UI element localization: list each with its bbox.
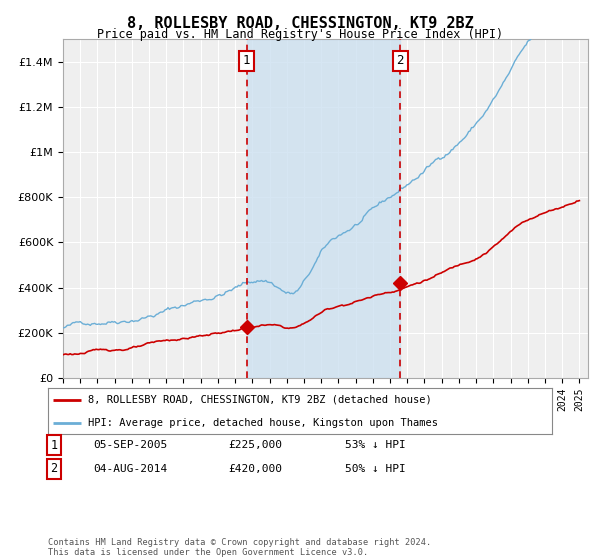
8, ROLLESBY ROAD, CHESSINGTON, KT9 2BZ (detached house) bbox=[285, 325, 292, 332]
8, ROLLESBY ROAD, CHESSINGTON, KT9 2BZ (detached house) bbox=[576, 197, 583, 204]
8, ROLLESBY ROAD, CHESSINGTON, KT9 2BZ (detached house) bbox=[547, 207, 554, 214]
Text: 05-SEP-2005: 05-SEP-2005 bbox=[93, 440, 167, 450]
8, ROLLESBY ROAD, CHESSINGTON, KT9 2BZ (detached house) bbox=[239, 325, 247, 332]
Text: 1: 1 bbox=[243, 54, 250, 67]
HPI: Average price, detached house, Kingston upon Thames: (2e+03, 3.98e+05): Average price, detached house, Kingston … bbox=[230, 284, 238, 291]
HPI: Average price, detached house, Kingston upon Thames: (2e+03, 2.47e+05): Average price, detached house, Kingston … bbox=[122, 319, 130, 325]
Text: 50% ↓ HPI: 50% ↓ HPI bbox=[345, 464, 406, 474]
Text: 8, ROLLESBY ROAD, CHESSINGTON, KT9 2BZ: 8, ROLLESBY ROAD, CHESSINGTON, KT9 2BZ bbox=[127, 16, 473, 31]
8, ROLLESBY ROAD, CHESSINGTON, KT9 2BZ (detached house) bbox=[59, 351, 67, 358]
HPI: Average price, detached house, Kingston upon Thames: (2.01e+03, 3.79e+05): Average price, detached house, Kingston … bbox=[285, 289, 292, 296]
HPI: Average price, detached house, Kingston upon Thames: (2e+03, 3.64e+05): Average price, detached house, Kingston … bbox=[214, 292, 221, 299]
Text: 8, ROLLESBY ROAD, CHESSINGTON, KT9 2BZ (detached house): 8, ROLLESBY ROAD, CHESSINGTON, KT9 2BZ (… bbox=[88, 395, 432, 404]
Text: 1: 1 bbox=[50, 438, 58, 452]
8, ROLLESBY ROAD, CHESSINGTON, KT9 2BZ (detached house) bbox=[122, 346, 130, 353]
Text: 53% ↓ HPI: 53% ↓ HPI bbox=[345, 440, 406, 450]
Text: £225,000: £225,000 bbox=[228, 440, 282, 450]
Text: 2: 2 bbox=[50, 462, 58, 475]
HPI: Average price, detached house, Kingston upon Thames: (2.01e+03, 4.23e+05): Average price, detached house, Kingston … bbox=[239, 279, 247, 286]
Text: Contains HM Land Registry data © Crown copyright and database right 2024.
This d: Contains HM Land Registry data © Crown c… bbox=[48, 538, 431, 557]
8, ROLLESBY ROAD, CHESSINGTON, KT9 2BZ (detached house) bbox=[214, 330, 221, 337]
Bar bbox=[247, 39, 400, 378]
8, ROLLESBY ROAD, CHESSINGTON, KT9 2BZ (detached house) bbox=[230, 328, 238, 334]
HPI: Average price, detached house, Kingston upon Thames: (2e+03, 2.22e+05): Average price, detached house, Kingston … bbox=[59, 324, 67, 331]
HPI: Average price, detached house, Kingston upon Thames: (2.02e+03, 1.59e+06): Average price, detached house, Kingston … bbox=[547, 16, 554, 22]
Text: £420,000: £420,000 bbox=[228, 464, 282, 474]
Line: HPI: Average price, detached house, Kingston upon Thames: HPI: Average price, detached house, King… bbox=[63, 0, 580, 328]
Text: Price paid vs. HM Land Registry's House Price Index (HPI): Price paid vs. HM Land Registry's House … bbox=[97, 28, 503, 41]
Text: 2: 2 bbox=[396, 54, 404, 67]
Line: 8, ROLLESBY ROAD, CHESSINGTON, KT9 2BZ (detached house): 8, ROLLESBY ROAD, CHESSINGTON, KT9 2BZ (… bbox=[63, 200, 580, 354]
Text: HPI: Average price, detached house, Kingston upon Thames: HPI: Average price, detached house, King… bbox=[88, 418, 439, 427]
Text: 04-AUG-2014: 04-AUG-2014 bbox=[93, 464, 167, 474]
